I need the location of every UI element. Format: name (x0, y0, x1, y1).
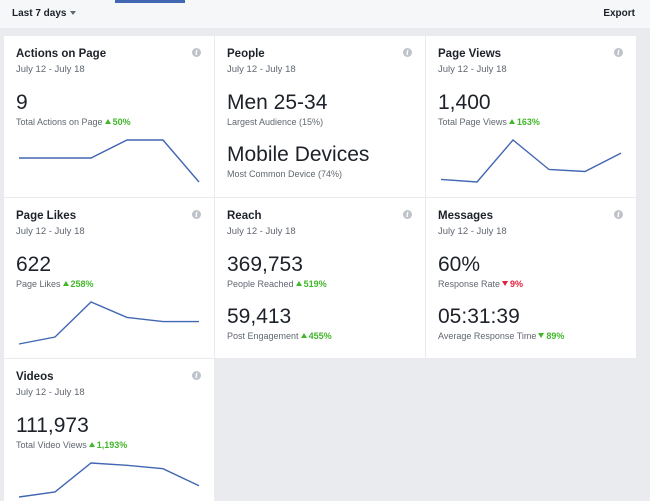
post-engagement-label: Post Engagement 455% (227, 331, 332, 341)
largest-audience-value: Men 25-34 (227, 91, 328, 114)
date-range-label: Last 7 days (12, 8, 67, 19)
info-icon[interactable]: i (403, 48, 412, 57)
card-title: Page Views (438, 48, 502, 60)
sparkline-line (440, 139, 622, 183)
active-tab-indicator (115, 0, 185, 3)
card-date: July 12 - July 18 (438, 226, 507, 237)
card-actions-on-page[interactable]: Actions on Page July 12 - July 18 i 9 To… (4, 36, 214, 197)
card-date: July 12 - July 18 (438, 64, 507, 75)
metric-value: 1,400 (438, 91, 491, 114)
trend-up-icon (508, 119, 515, 124)
trend-up-icon (295, 281, 302, 286)
card-date: July 12 - July 18 (227, 64, 296, 75)
info-icon[interactable]: i (403, 210, 412, 219)
trend-up-icon (62, 281, 69, 286)
date-range-dropdown[interactable]: Last 7 days (12, 8, 77, 19)
card-messages[interactable]: Messages July 12 - July 18 i 60% Respons… (426, 198, 636, 358)
metric-label: Total Video Views 1,193% (16, 440, 127, 450)
card-page-likes[interactable]: Page Likes July 12 - July 18 i 622 Page … (4, 198, 214, 358)
info-icon[interactable]: i (614, 48, 623, 57)
people-reached-label: People Reached 519% (227, 279, 327, 289)
sparkline-line (19, 139, 200, 183)
card-title: Actions on Page (16, 48, 107, 60)
metric-delta: 89% (546, 331, 565, 341)
post-engagement-value: 59,413 (227, 305, 292, 328)
metric-label-text: Total Page Views (438, 117, 507, 127)
card-date: July 12 - July 18 (16, 226, 85, 237)
info-icon[interactable]: i (614, 210, 623, 219)
metric-label-text: Response Rate (438, 279, 501, 289)
response-rate-label: Response Rate 9% (438, 279, 523, 289)
metric-label-text: Total Actions on Page (16, 117, 103, 127)
sparkline-line (18, 462, 200, 498)
people-reached-value: 369,753 (227, 253, 303, 276)
metric-label-text: Average Response Time (438, 331, 537, 341)
metric-delta: 455% (308, 331, 332, 341)
card-reach[interactable]: Reach July 12 - July 18 i 369,753 People… (215, 198, 425, 358)
export-button[interactable]: Export (603, 8, 635, 19)
sparkline (18, 301, 199, 345)
top-toolbar: Last 7 days Export (0, 0, 650, 28)
card-people[interactable]: People July 12 - July 18 i Men 25-34 Lar… (215, 36, 425, 197)
metric-label-text: Total Video Views (16, 440, 87, 450)
metric-label-text: People Reached (227, 279, 294, 289)
trend-up-icon (104, 119, 111, 124)
metric-delta: 519% (303, 279, 327, 289)
metric-label: Total Actions on Page 50% (16, 117, 131, 127)
chevron-down-icon (70, 11, 77, 16)
common-device-label: Most Common Device (74%) (227, 169, 343, 179)
card-date: July 12 - July 18 (227, 226, 296, 237)
response-time-value: 05:31:39 (438, 305, 520, 328)
metric-value: 111,973 (16, 414, 89, 437)
metric-delta: 9% (510, 279, 524, 289)
trend-down-icon (502, 281, 509, 286)
trend-up-icon (300, 333, 307, 338)
card-page-views[interactable]: Page Views July 12 - July 18 i 1,400 Tot… (426, 36, 636, 197)
metric-label: Page Likes 258% (16, 279, 94, 289)
metric-delta: 258% (70, 279, 94, 289)
trend-down-icon (538, 333, 545, 338)
card-title: People (227, 48, 265, 60)
trend-up-icon (88, 442, 95, 447)
info-icon[interactable]: i (192, 210, 201, 219)
response-time-label: Average Response Time 89% (438, 331, 564, 341)
sparkline (19, 139, 200, 183)
info-icon[interactable]: i (192, 371, 201, 380)
metric-delta: 50% (112, 117, 131, 127)
card-videos[interactable]: Videos July 12 - July 18 i 111,973 Total… (4, 359, 214, 501)
sparkline (440, 139, 622, 183)
sparkline-line (18, 301, 199, 345)
largest-audience-label: Largest Audience (15%) (227, 117, 324, 127)
card-date: July 12 - July 18 (16, 387, 85, 398)
metric-label: Total Page Views 163% (438, 117, 540, 127)
metric-label-text: Page Likes (16, 279, 61, 289)
response-rate-value: 60% (438, 253, 481, 276)
common-device-value: Mobile Devices (227, 143, 370, 166)
card-title: Page Likes (16, 210, 77, 222)
metric-delta: 163% (516, 117, 540, 127)
info-icon[interactable]: i (192, 48, 201, 57)
metric-label-text: Post Engagement (227, 331, 299, 341)
sparkline (18, 462, 200, 498)
card-title: Messages (438, 210, 493, 222)
metric-value: 9 (16, 91, 28, 114)
card-title: Videos (16, 371, 54, 383)
card-date: July 12 - July 18 (16, 64, 85, 75)
metric-value: 622 (16, 253, 52, 276)
card-title: Reach (227, 210, 262, 222)
metric-delta: 1,193% (96, 440, 128, 450)
